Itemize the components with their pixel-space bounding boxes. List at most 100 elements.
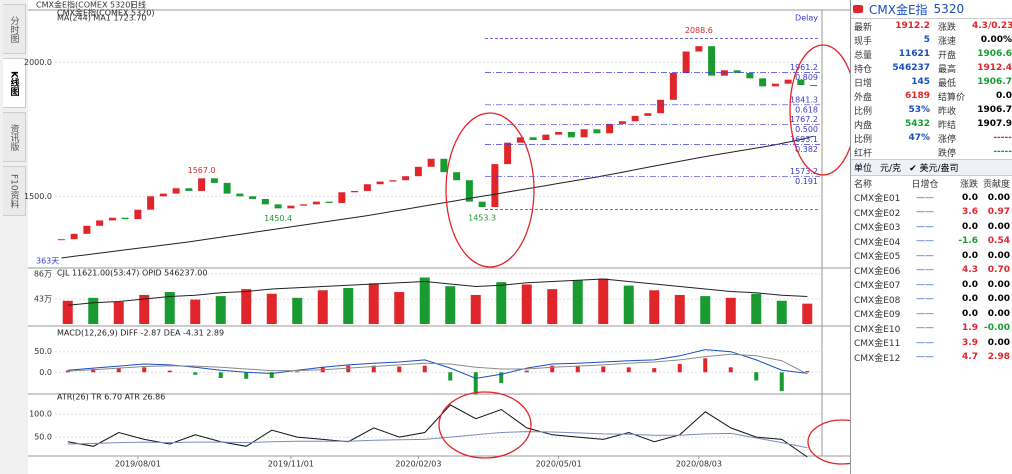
table-cell: CMX金E01 bbox=[854, 194, 901, 205]
bar bbox=[266, 293, 277, 324]
candle bbox=[504, 142, 512, 165]
y-tick-label: 43万 bbox=[34, 295, 52, 304]
table-row[interactable]: CMX金E06 —— 4.3 0.70 bbox=[851, 263, 1012, 278]
delay-note: Delay bbox=[795, 14, 818, 23]
bar bbox=[623, 285, 634, 324]
table-cell: 4.7 bbox=[962, 352, 978, 363]
table-row[interactable]: CMX金E05 —— 0.0 0.00 bbox=[851, 249, 1012, 264]
bar bbox=[422, 365, 427, 373]
candle bbox=[121, 217, 129, 220]
table-cell: 0.00 bbox=[987, 279, 1010, 290]
candle bbox=[159, 193, 167, 197]
table-cell: 3.9 bbox=[962, 337, 978, 348]
quote-label: 昨收 bbox=[938, 106, 957, 117]
quote-label: 跌停 bbox=[938, 148, 957, 159]
quote-value: 4.3/0.23% bbox=[972, 21, 1012, 31]
bar bbox=[142, 367, 147, 373]
fib-price: 1693.1 bbox=[790, 135, 818, 144]
candle bbox=[338, 192, 346, 203]
bar bbox=[649, 290, 660, 324]
table-row[interactable]: CMX金E01 —— 0.0 0.00 bbox=[851, 191, 1012, 206]
table-cell: 0.00 bbox=[987, 294, 1010, 305]
fib-ratio: 0.618 bbox=[795, 105, 818, 114]
column-header: 名称 bbox=[854, 179, 873, 190]
highlight-circle bbox=[807, 419, 850, 465]
quote-label: 外盘 bbox=[854, 92, 873, 103]
quote-value: 0.0 bbox=[996, 91, 1012, 101]
quote-label: 涨速 bbox=[938, 36, 957, 47]
table-cell: CMX金E02 bbox=[854, 208, 901, 219]
side-tab[interactable]: K线图 bbox=[3, 58, 26, 108]
candle bbox=[223, 182, 231, 194]
bar bbox=[371, 365, 376, 373]
table-cell: 0.0 bbox=[962, 250, 978, 261]
bar bbox=[703, 358, 708, 373]
unit-row: 单位 元/克 ✔ 美元/盎司 bbox=[851, 159, 1012, 176]
quote-label: 总量 bbox=[854, 50, 873, 61]
table-cell: —— bbox=[916, 221, 934, 232]
quote-label: 最新 bbox=[854, 22, 873, 33]
span-label: 363天 bbox=[36, 257, 59, 266]
fib-price: 1961.2 bbox=[790, 63, 818, 72]
bar bbox=[394, 292, 405, 324]
bar bbox=[215, 296, 226, 324]
bar bbox=[190, 299, 201, 324]
quote-value: 1907.9 bbox=[977, 119, 1012, 129]
table-cell: CMX金E04 bbox=[854, 237, 901, 248]
candle bbox=[249, 196, 257, 199]
candle bbox=[389, 180, 397, 182]
price-annotation: 1450.4 bbox=[264, 214, 292, 223]
candle bbox=[708, 46, 716, 76]
unit-option[interactable]: ✔ 美元/盎司 bbox=[909, 164, 959, 174]
y-tick-label: 100.0 bbox=[29, 410, 52, 419]
candle bbox=[516, 137, 524, 143]
price-annotation: 2088.6 bbox=[685, 26, 713, 35]
table-row[interactable]: CMX金E10 —— 1.9 -0.00 bbox=[851, 321, 1012, 336]
table-row[interactable]: CMX金E04 —— -1.6 0.54 bbox=[851, 234, 1012, 249]
candle bbox=[491, 164, 499, 208]
candle bbox=[797, 79, 805, 86]
table-row[interactable]: CMX金E08 —— 0.0 0.00 bbox=[851, 292, 1012, 307]
candle bbox=[325, 201, 333, 203]
unit-option[interactable]: 元/克 bbox=[880, 164, 902, 174]
candle bbox=[567, 131, 575, 138]
table-cell: 0.00 bbox=[987, 308, 1010, 319]
quote-value: 53% bbox=[908, 105, 930, 115]
quote-header: CMX金E指 5320 bbox=[851, 0, 1012, 19]
table-row[interactable]: CMX金E02 —— 3.6 0.97 bbox=[851, 205, 1012, 220]
table-cell: 0.00 bbox=[987, 221, 1010, 232]
candle bbox=[363, 184, 371, 191]
candle bbox=[618, 121, 626, 124]
quote-label: 涨停 bbox=[938, 134, 957, 145]
chart-bg bbox=[28, 0, 850, 474]
candle bbox=[733, 70, 741, 73]
quote-row: 外盘 6189 结算价 0.0 bbox=[851, 89, 1012, 103]
candle bbox=[810, 85, 818, 87]
table-row[interactable]: CMX金E07 —— 0.0 0.00 bbox=[851, 278, 1012, 293]
table-row[interactable]: CMX金E09 —— 0.0 0.00 bbox=[851, 307, 1012, 322]
fib-ratio: 0.191 bbox=[795, 177, 818, 186]
candle bbox=[147, 196, 155, 210]
candle bbox=[57, 239, 65, 241]
unit-label: 单位 bbox=[854, 164, 873, 174]
bar bbox=[547, 289, 558, 324]
bar bbox=[496, 282, 507, 324]
candle bbox=[287, 205, 295, 209]
quote-value: 11621 bbox=[898, 49, 930, 59]
side-tab[interactable]: F10资料 bbox=[3, 166, 26, 216]
candle bbox=[198, 178, 206, 191]
table-row[interactable]: CMX金E12 —— 4.7 2.98 bbox=[851, 350, 1012, 365]
table-cell: —— bbox=[916, 323, 934, 334]
x-tick-label: 2020/05/01 bbox=[536, 460, 582, 469]
side-tab[interactable]: 资讯版 bbox=[3, 112, 26, 162]
candle bbox=[108, 217, 116, 221]
candle bbox=[261, 198, 269, 205]
bar bbox=[317, 290, 328, 324]
candle bbox=[134, 209, 142, 220]
table-row[interactable]: CMX金E11 —— 3.9 0.00 bbox=[851, 336, 1012, 351]
table-row[interactable]: CMX金E03 —— 0.0 0.00 bbox=[851, 220, 1012, 235]
table-cell: CMX金E12 bbox=[854, 353, 901, 364]
y-tick-label: 1500.0 bbox=[24, 192, 52, 201]
side-tab[interactable]: 分时图 bbox=[3, 4, 26, 54]
